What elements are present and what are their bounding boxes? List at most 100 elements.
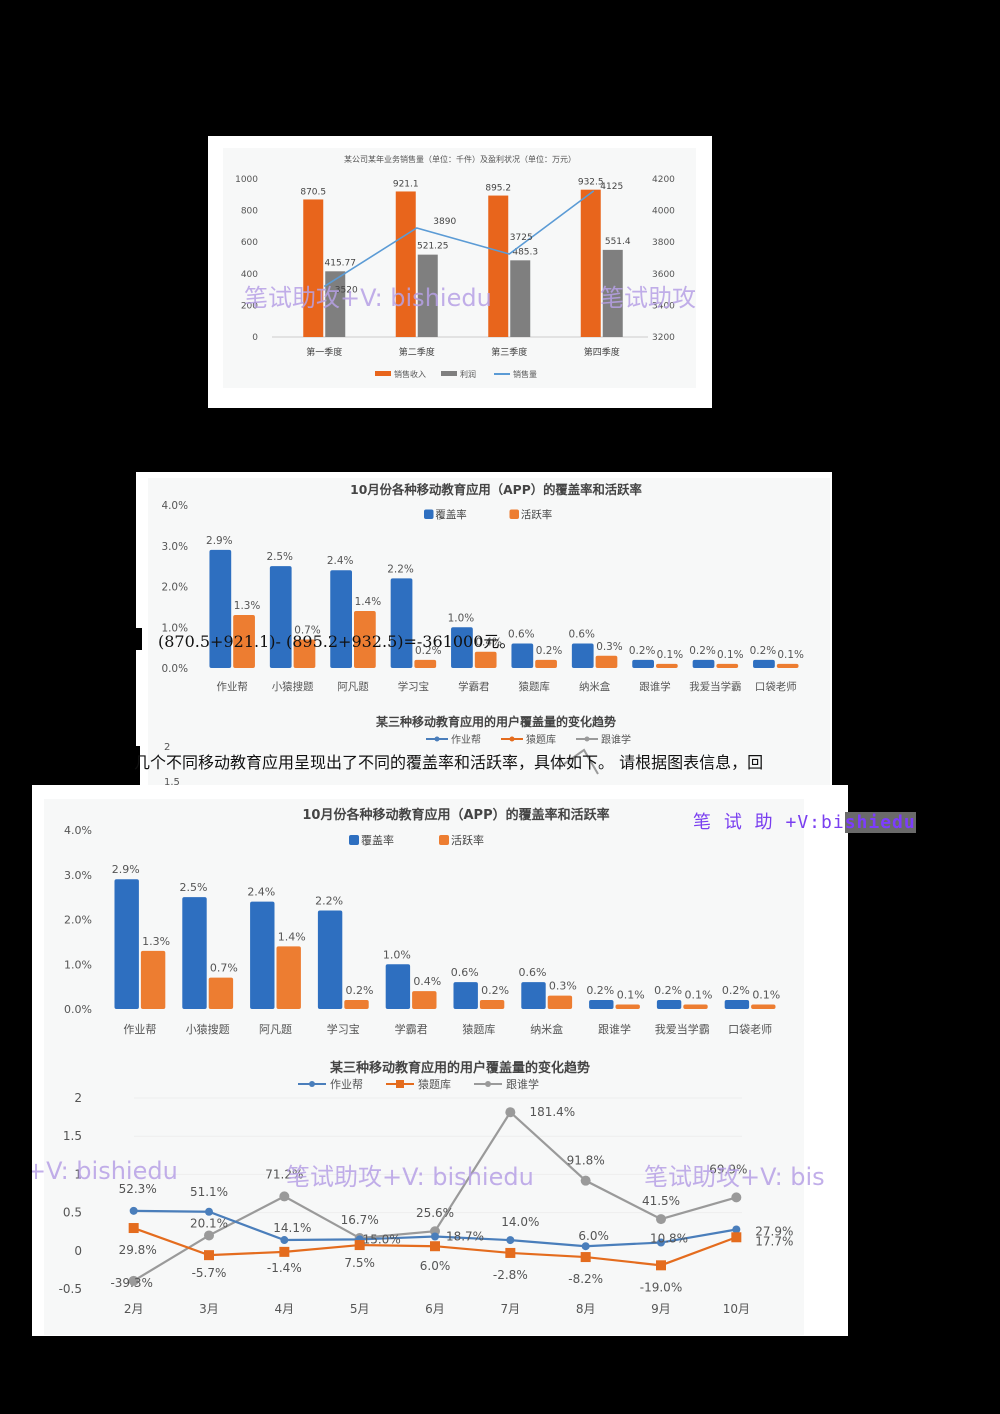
bar-coverage: [589, 1000, 614, 1009]
data-marker: [580, 1252, 591, 1263]
y-axis-tick: 1.0%: [161, 622, 188, 634]
education-charts-panel: 10月份各种移动教育应用（APP）的覆盖率和活跃率 覆盖率 活跃率 0.0% 1.0% 2…: [32, 785, 848, 1336]
data-label-activity: 1.3%: [234, 600, 261, 612]
legend-swatch-coverage: [349, 835, 359, 845]
data-label-profit: 485.3: [512, 247, 538, 257]
data-label: 27.9%: [755, 1224, 793, 1238]
chart-title: 某三种移动教育应用的用户覆盖量的变化趋势: [376, 714, 616, 729]
chart-title: 某三种移动教育应用的用户覆盖量的变化趋势: [329, 1060, 590, 1076]
data-marker: [279, 1191, 290, 1202]
data-label-activity: 0.3%: [596, 641, 623, 653]
bar-coverage: [753, 659, 775, 668]
data-label: 71.2%: [265, 1167, 303, 1181]
legend-marker: [509, 736, 515, 742]
category-label: 小猿搜题: [186, 1022, 230, 1036]
bar-activity: [595, 655, 618, 668]
data-label-coverage: 1.0%: [383, 948, 411, 961]
legend-marker: [584, 736, 590, 742]
data-label-volume: 4125: [600, 182, 623, 192]
data-label-volume: 3890: [433, 217, 456, 227]
category-label: 阿凡题: [259, 1023, 292, 1036]
data-label-coverage: 1.0%: [448, 612, 475, 624]
data-label-coverage: 2.5%: [180, 881, 208, 894]
formula-text: (870.5+921.1)- (895.2+932.5)=-361000元。: [158, 632, 516, 651]
y-axis-tick: -0.5: [59, 1282, 82, 1296]
category-label: 我爱当学霸: [655, 1022, 710, 1036]
data-marker: [129, 1206, 138, 1215]
data-label-activity: 0.7%: [210, 962, 238, 975]
data-label-activity: 0.2%: [346, 984, 374, 997]
y-axis-tick: 2: [164, 742, 170, 753]
category-label: 学霸君: [395, 1022, 428, 1036]
data-label-coverage: 0.2%: [689, 645, 716, 657]
legend-label: 销售量: [513, 369, 537, 379]
legend-label: 覆盖率: [435, 508, 466, 521]
data-label: 29.8%: [119, 1243, 157, 1257]
data-marker: [204, 1230, 214, 1241]
data-label: -39.3%: [110, 1276, 152, 1290]
category-label: 学霸君: [458, 680, 489, 693]
bar-revenue: [303, 199, 324, 337]
y-axis-tick: 3.0%: [161, 541, 188, 553]
y-axis-tick: 0.0%: [161, 663, 188, 675]
legend-label: 利润: [460, 369, 476, 379]
legend-label: 猿题库: [418, 1077, 451, 1091]
category-label: 3月: [199, 1302, 219, 1316]
legend-swatch-coverage: [424, 509, 434, 519]
bar-activity: [140, 950, 166, 1009]
sales-chart-panel: 某公司某年业务销售量（单位：千件）及盈利状况（单位：万元） 0 200 400 600 8…: [208, 136, 712, 408]
right-axis-tick: 4200: [652, 175, 675, 185]
data-label-coverage: 2.4%: [247, 886, 275, 899]
watermark-badge: 笔 试 助 +V:bishiedu: [693, 808, 916, 834]
watermark: 笔试助攻+V: bishiedu: [286, 1163, 534, 1191]
data-label-activity: 1.3%: [142, 935, 170, 948]
data-label: 181.4%: [529, 1105, 575, 1119]
data-marker: [430, 1241, 440, 1252]
legend-label: 活跃率: [521, 508, 552, 521]
data-label: 7.5%: [344, 1256, 375, 1270]
bar-coverage: [390, 578, 413, 668]
data-label-revenue: 932.5: [578, 178, 604, 188]
data-label-volume: 3725: [510, 233, 533, 243]
bar-coverage: [269, 566, 292, 668]
chart-title: 某公司某年业务销售量（单位：千件）及盈利状况（单位：万元）: [344, 154, 576, 164]
bar-coverage: [250, 901, 275, 1009]
data-label-coverage: 0.6%: [568, 629, 595, 641]
line-partial: [563, 748, 599, 775]
right-axis-tick: 3600: [652, 270, 675, 280]
data-label-coverage: 2.9%: [206, 535, 233, 547]
category-label: 7月: [501, 1302, 521, 1316]
legend-swatch-activity: [509, 509, 519, 519]
data-label: 14.0%: [501, 1215, 539, 1229]
data-label: 91.8%: [567, 1154, 605, 1168]
left-axis-tick: 1000: [235, 175, 258, 185]
category-label: 作业帮: [217, 681, 248, 693]
y-axis-tick: 1: [74, 1167, 82, 1181]
sales-profit-chart: 某公司某年业务销售量（单位：千件）及盈利状况（单位：万元） 0 200 400 600 8…: [235, 154, 675, 379]
data-label-revenue: 921.1: [393, 179, 419, 189]
y-axis-tick: 2: [74, 1091, 82, 1105]
data-marker: [731, 1232, 742, 1243]
data-label-activity: 0.1%: [685, 989, 713, 1002]
legend-label: 覆盖率: [361, 833, 394, 847]
data-label: 6.0%: [578, 1229, 609, 1243]
legend-label: 作业帮: [330, 1078, 363, 1091]
bar-profit: [510, 260, 531, 337]
data-label-coverage: 0.6%: [519, 966, 547, 979]
bar-profit: [602, 249, 623, 337]
data-marker: [732, 1225, 741, 1234]
legend-label: 跟谁学: [601, 733, 631, 746]
y-axis-tick: 4.0%: [64, 824, 92, 837]
data-label-profit: 521.25: [417, 242, 449, 252]
y-axis-tick: 1.5: [164, 777, 180, 786]
bar-coverage: [724, 1000, 750, 1009]
bar-coverage: [511, 643, 534, 668]
bar-activity: [535, 659, 557, 668]
legend-label: 猿题库: [526, 733, 556, 746]
data-marker: [280, 1236, 289, 1245]
category-label: 口袋老师: [755, 680, 797, 693]
data-label-activity: 0.4%: [475, 637, 502, 649]
bar-activity: [474, 651, 497, 668]
left-axis-tick: 0: [252, 333, 258, 343]
